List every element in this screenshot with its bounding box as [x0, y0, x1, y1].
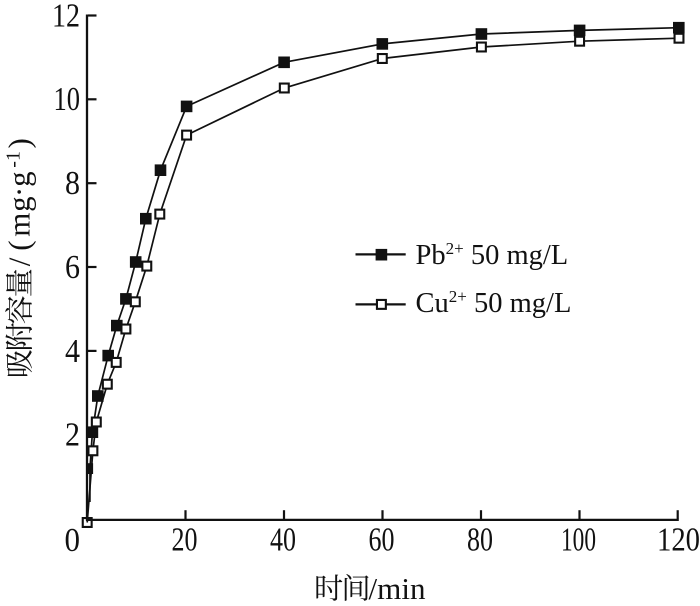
svg-text:4: 4 [65, 333, 80, 370]
svg-text:100: 100 [561, 522, 596, 559]
svg-text:10: 10 [54, 81, 81, 118]
svg-text:6: 6 [65, 249, 80, 286]
svg-text:60: 60 [369, 522, 395, 559]
svg-text:0: 0 [65, 522, 81, 559]
svg-text:12: 12 [52, 0, 80, 34]
svg-text:20: 20 [172, 522, 198, 559]
svg-text:80: 80 [467, 522, 493, 559]
svg-text:2: 2 [65, 417, 80, 454]
svg-text:8: 8 [65, 165, 80, 202]
svg-text:40: 40 [270, 522, 296, 559]
svg-text:/min: /min [369, 571, 426, 601]
svg-text:Cu2+ 50 mg/L: Cu2+ 50 mg/L [416, 287, 572, 319]
svg-text:120: 120 [657, 522, 700, 559]
svg-text:Pb2+ 50 mg/L: Pb2+ 50 mg/L [416, 239, 569, 271]
